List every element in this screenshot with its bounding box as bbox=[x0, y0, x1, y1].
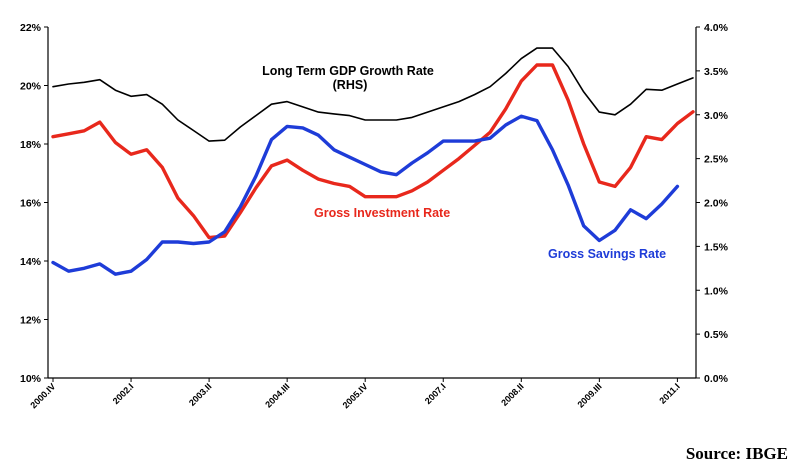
x-tick-label: 2009.III bbox=[575, 381, 603, 409]
left-tick-label: 18% bbox=[20, 139, 42, 151]
source-label: Source: bbox=[685, 444, 742, 463]
right-tick-label: 3.5% bbox=[704, 66, 729, 78]
right-tick-label: 3.0% bbox=[704, 110, 729, 122]
right-tick-label: 2.0% bbox=[704, 198, 729, 210]
left-tick-label: 22% bbox=[20, 22, 42, 34]
right-tick-label: 4.0% bbox=[704, 22, 729, 34]
x-tick-label: 2003.II bbox=[187, 381, 214, 408]
left-tick-label: 12% bbox=[20, 315, 42, 327]
right-tick-label: 1.0% bbox=[704, 285, 729, 297]
x-tick-label: 2002.I bbox=[111, 381, 136, 406]
left-tick-label: 10% bbox=[20, 373, 42, 385]
left-tick-label: 20% bbox=[20, 81, 42, 93]
gross-investment-rate-line bbox=[51, 63, 695, 240]
right-tick-label: 0.5% bbox=[704, 329, 729, 341]
x-tick-label: 2008.II bbox=[499, 381, 526, 408]
right-tick-label: 1.5% bbox=[704, 241, 729, 253]
left-tick-label: 16% bbox=[20, 198, 42, 210]
savings-series-label: Gross Savings Rate bbox=[548, 247, 666, 261]
gross-savings-rate-line bbox=[51, 114, 680, 276]
series-annotations: Long Term GDP Growth Rate (RHS) Gross In… bbox=[262, 64, 666, 261]
x-tick-label: 2005.IV bbox=[341, 381, 370, 410]
investment-series-label: Gross Investment Rate bbox=[314, 206, 450, 220]
long-term-gdp-growth-rate-line bbox=[52, 47, 694, 142]
x-tick-label: 2011.I bbox=[657, 381, 681, 405]
series-layer bbox=[51, 47, 695, 276]
source-note: Source: IBGE bbox=[686, 444, 788, 464]
x-axis: 2000.IV 2002.I 2003.II 2004.III 2005.IV 2007.… bbox=[28, 377, 696, 410]
gdp-series-label-line1: Long Term GDP Growth Rate bbox=[262, 64, 434, 78]
left-tick-label: 14% bbox=[20, 256, 42, 268]
left-y-axis: 10% 12% 14% 16% 18% 20% 22% bbox=[20, 22, 49, 385]
x-tick-label: 2004.III bbox=[263, 381, 291, 409]
right-tick-label: 2.5% bbox=[704, 154, 729, 166]
x-tick-label: 2000.IV bbox=[28, 381, 57, 410]
source-value: IBGE bbox=[745, 444, 788, 463]
right-y-axis: 0.0% 0.5% 1.0% 1.5% 2.0% 2.5% 3.0% 3.5% 4.0% bbox=[695, 22, 729, 385]
gdp-series-label-line2: (RHS) bbox=[333, 78, 368, 92]
right-tick-label: 0.0% bbox=[704, 373, 729, 385]
x-tick-label: 2007.I bbox=[423, 381, 448, 406]
